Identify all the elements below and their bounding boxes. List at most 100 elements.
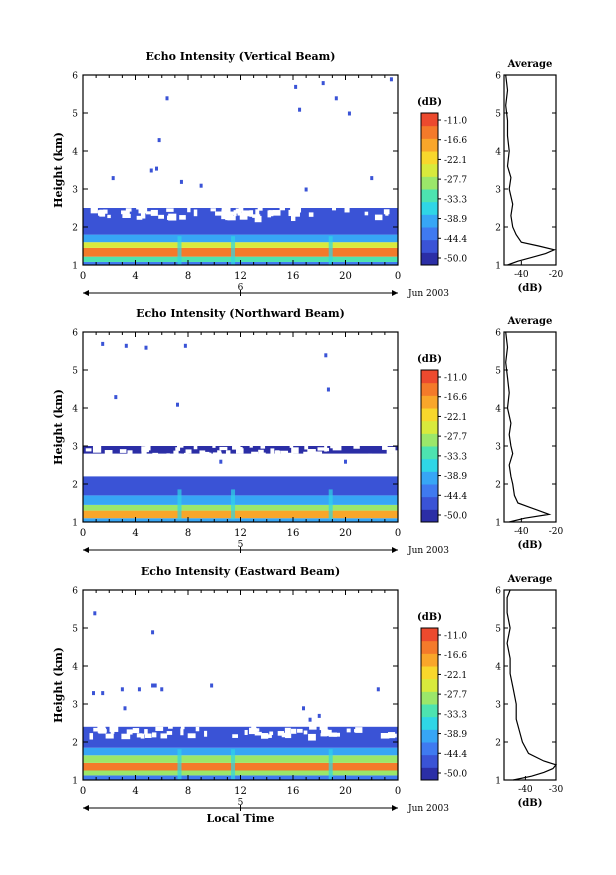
heatmap-gap [121,210,130,215]
x-tick-label: 16 [287,528,300,539]
colorbar-swatch [421,214,438,228]
echo-point [304,187,308,192]
colorbar-tick-label: -33.3 [444,195,467,205]
colorbar-tick-label: -50.0 [444,770,467,780]
heatmap-gap [290,207,298,212]
echo-point [334,96,338,101]
average-y-tick-label: 6 [495,72,501,82]
heatmap-gap [204,730,208,737]
heatmap-gap [257,206,263,211]
heatmap-gap [132,728,140,734]
panel-title: Echo Intensity (Eastward Beam) [141,565,340,578]
heatmap [83,341,398,522]
colorbar-swatch [421,239,438,253]
heatmap-gap [261,733,269,739]
echo-point [160,687,164,692]
colorbar-swatch [421,458,438,472]
colorbar-swatch [421,446,438,460]
colorbar-swatch [421,189,438,203]
heatmap-gap [303,451,311,459]
colorbar-tick-label: -11.0 [444,117,467,127]
x-tick-label: 0 [395,528,401,539]
heatmap-gap [249,444,253,448]
heatmap-gap [180,728,184,736]
panel-0: Echo Intensity (Vertical Beam)0 4 8 12 16 20 0… [52,50,564,299]
x-axis-label: Local Time [207,812,275,825]
heatmap-gap [308,733,316,741]
colorbar-swatch [421,496,438,510]
colorbar-tick-label: -27.7 [444,433,467,443]
average-y-tick-label: 1 [495,777,501,787]
y-tick-label: 2 [72,481,78,491]
day-axis-arrow-left [83,547,89,553]
colorbar-swatch [421,653,438,667]
x-tick-label: 20 [339,271,352,282]
average-frame [503,331,557,523]
colorbar-tick-label: -44.4 [444,492,467,502]
echo-point [321,81,325,86]
colorbar-tick-label: -16.6 [444,136,467,146]
x-tick-label: 8 [185,786,191,797]
y-tick-label: 1 [72,262,78,272]
heatmap-gap [249,210,254,217]
echo-point [179,179,183,184]
colorbar-swatch [421,395,438,409]
average-y-tick-label: 3 [495,186,501,196]
day-axis-arrow-right [392,290,398,296]
heatmap-gap [227,215,236,221]
heatmap-gap [97,447,101,453]
heatmap-gap [309,725,317,730]
heatmap-gap [199,450,206,457]
heatmap-gap [269,731,274,736]
echo-point [308,717,312,722]
heatmap-gap [254,731,262,736]
heatmap-plume [177,489,182,520]
heatmap-gap [212,452,222,456]
heatmap-gap [235,208,242,214]
heatmap-plume [177,236,182,265]
average-y-tick-label: 6 [495,329,501,339]
average-y-tick-label: 2 [495,481,501,491]
heatmap-gap [319,725,328,731]
heatmap-gap [146,211,151,215]
heatmap [83,77,398,265]
echo-point [137,687,141,692]
heatmap-gap [175,447,181,451]
heatmap-gap [297,728,303,733]
heatmap-plume [328,236,333,265]
heatmap-gap [321,729,326,737]
average-title: Average [507,59,553,70]
heatmap-gap [325,447,330,452]
heatmap-gap [270,448,275,456]
echo-point [124,343,128,348]
heatmap-gap [290,728,297,734]
y-tick-label: 2 [72,224,78,234]
heatmap-layer [83,247,398,257]
x-tick-label: 4 [132,528,138,539]
heatmap-plume [328,749,333,780]
y-tick-label: 1 [72,519,78,529]
y-tick-label: 3 [72,701,78,711]
average-y-tick-label: 4 [495,148,501,158]
heatmap-plume [231,236,236,265]
echo-point [92,691,95,696]
colorbar-frame [420,112,439,266]
colorbar-swatch [421,640,438,654]
colorbar-swatch [421,370,438,384]
average-x-tick-label: -20 [549,270,564,280]
heatmap-gap [179,215,186,220]
day-axis-arrow-left [83,805,89,811]
average-x-label: (dB) [518,540,543,551]
heatmap-gap [225,450,231,456]
y-tick-label: 1 [72,777,78,787]
y-tick-label: 2 [72,739,78,749]
heatmap-gap [151,732,157,738]
panel-1: Echo Intensity (Northward Beam)0 4 8 12 16 20… [52,307,564,556]
colorbar-swatch [421,509,438,523]
y-axis-label: Height (km) [52,647,65,723]
heatmap-gap [219,446,228,451]
heatmap-gap [291,447,299,454]
colorbar-swatch [421,729,438,743]
heatmap-gap [303,730,308,735]
